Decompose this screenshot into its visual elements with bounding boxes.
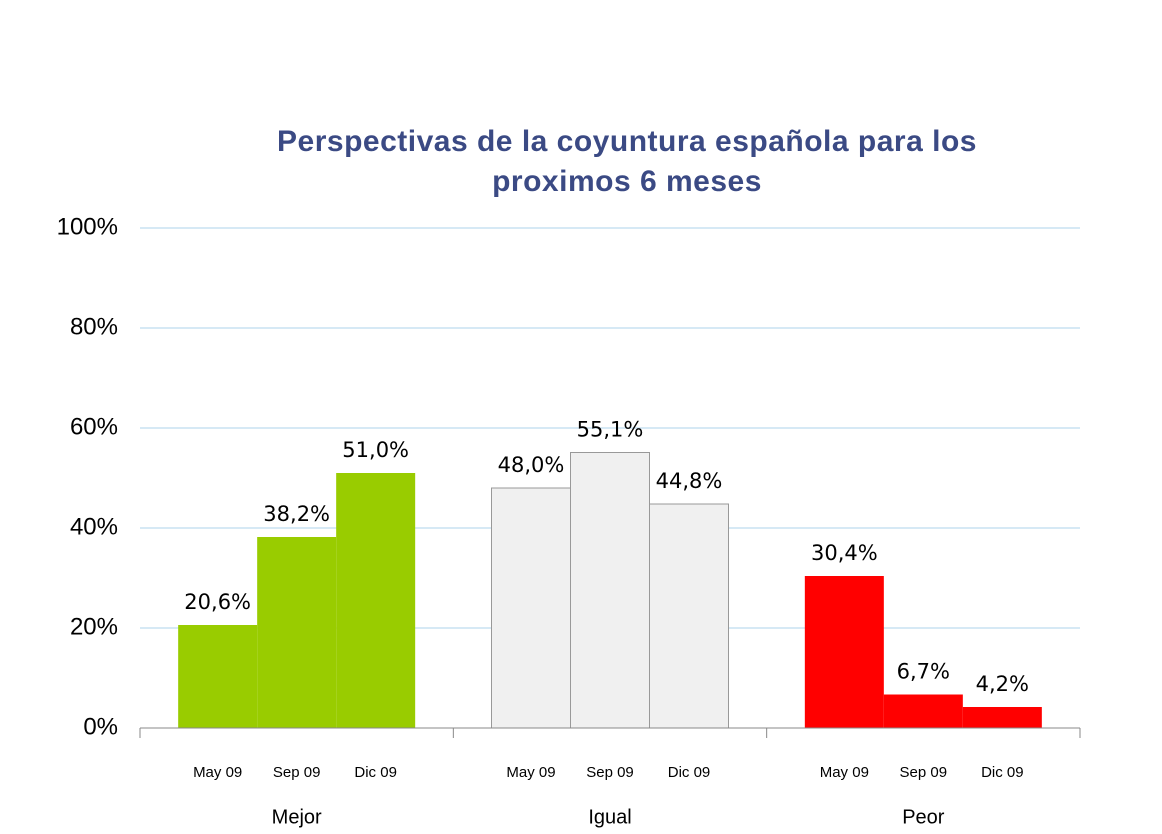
y-tick-label: 20%	[70, 613, 118, 640]
data-label: 20,6%	[184, 590, 251, 614]
y-tick-label: 100%	[57, 213, 118, 240]
bar	[649, 503, 729, 729]
x-group-label: Mejor	[272, 806, 322, 828]
bar	[178, 625, 258, 728]
bar	[570, 452, 650, 729]
bar	[804, 576, 884, 728]
x-subcategory-label: Sep 09	[586, 764, 634, 781]
x-subcategory-label: Dic 09	[354, 764, 397, 781]
bar	[491, 487, 571, 729]
x-group-label: Peor	[902, 806, 945, 828]
data-label: 4,2%	[976, 672, 1029, 696]
bar	[962, 707, 1042, 728]
x-subcategory-label: May 09	[820, 764, 869, 781]
x-subcategory-label: May 09	[193, 764, 242, 781]
x-subcategory-label: Dic 09	[668, 764, 711, 781]
bar	[883, 694, 963, 728]
y-tick-label: 60%	[70, 413, 118, 440]
data-label: 6,7%	[897, 660, 950, 684]
y-tick-label: 40%	[70, 513, 118, 540]
bar	[257, 537, 337, 728]
data-label: 55,1%	[577, 418, 644, 442]
chart-title: proximos 6 meses	[492, 165, 762, 198]
data-label: 30,4%	[811, 541, 878, 565]
data-label: 44,8%	[656, 469, 723, 493]
chart-title: Perspectivas de la coyuntura española pa…	[277, 125, 977, 158]
data-label: 48,0%	[498, 453, 565, 477]
x-subcategory-label: Sep 09	[900, 764, 948, 781]
y-tick-label: 0%	[83, 713, 118, 740]
data-label: 51,0%	[342, 438, 409, 462]
y-tick-label: 80%	[70, 313, 118, 340]
bar	[336, 473, 416, 728]
x-group-label: Igual	[588, 806, 631, 828]
data-label: 38,2%	[263, 502, 330, 526]
x-subcategory-label: May 09	[506, 764, 555, 781]
x-subcategory-label: Dic 09	[981, 764, 1024, 781]
x-subcategory-label: Sep 09	[273, 764, 321, 781]
